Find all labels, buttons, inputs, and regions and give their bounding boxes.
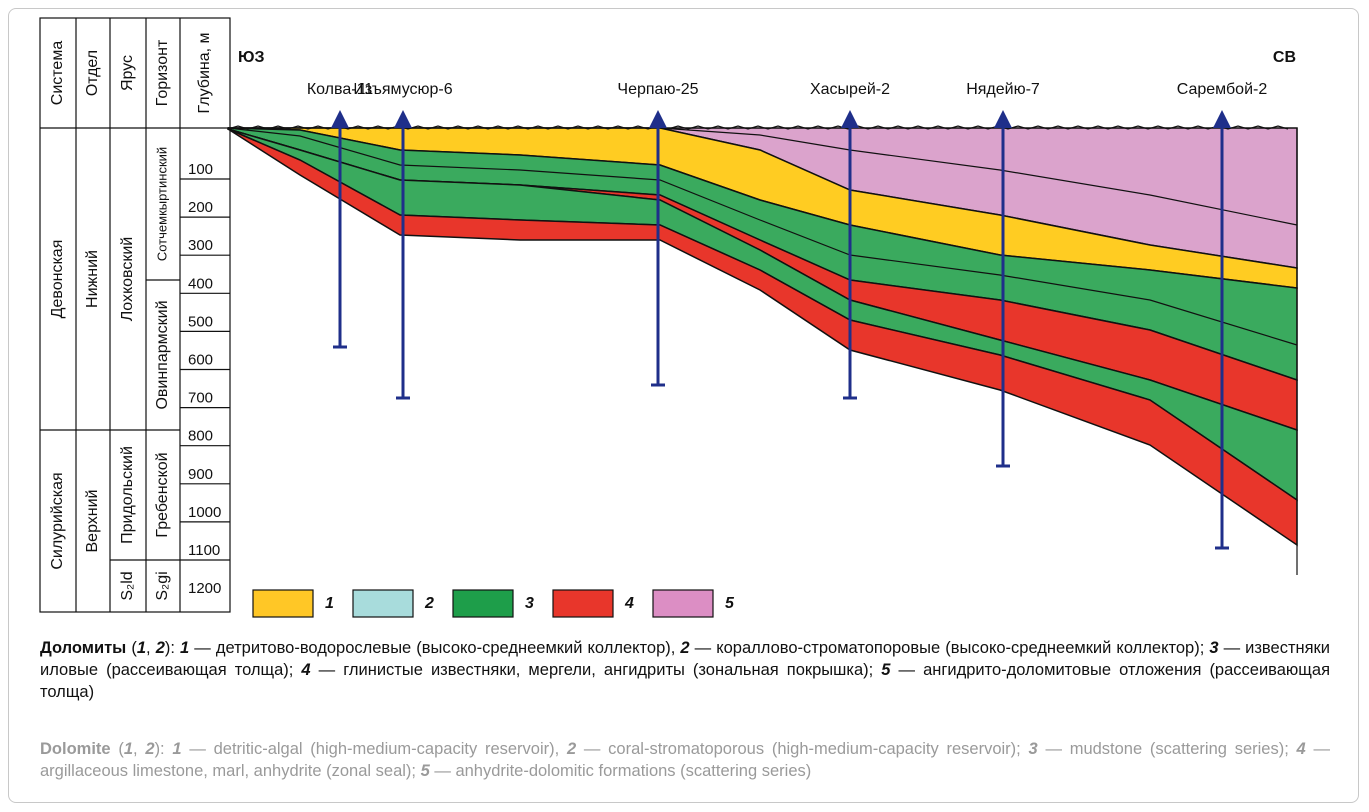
legend-label: 4 (624, 595, 634, 612)
horizon: Овинпармский (154, 300, 171, 409)
well-name: Нядейю-7 (966, 81, 1040, 98)
depth-label: 1000 (188, 504, 221, 521)
column-header: Ярус (119, 55, 136, 91)
caption-text: 3 (1209, 639, 1218, 657)
caption-text: 1 (180, 639, 189, 657)
caption-text: — anhydrite-dolomitic formations (scatte… (430, 762, 811, 780)
stage: S₂ld (119, 571, 136, 600)
column-header: Горизонт (154, 39, 171, 106)
legend-label: 3 (525, 595, 534, 612)
caption-text: 2 (145, 740, 154, 758)
stage: Придольский (119, 446, 136, 544)
depth-label: 600 (188, 351, 213, 368)
caption-text: 1 (124, 740, 133, 758)
system: Девонская (49, 240, 66, 319)
legend-swatch (253, 590, 313, 617)
caption-text: ): (155, 740, 173, 758)
well-head (649, 110, 667, 128)
caption-text: 2 (680, 639, 689, 657)
caption-en: Dolomite (1, 2): 1 — detritic-algal (hig… (40, 738, 1330, 782)
depth-label: 400 (188, 275, 213, 292)
direction: ЮЗ (238, 49, 265, 66)
legend-label: 1 (325, 595, 334, 612)
caption-text: , (133, 740, 145, 758)
column-header: Глубина, м (196, 32, 213, 113)
caption-text: Доломиты (40, 639, 126, 657)
legend-swatch (453, 590, 513, 617)
depth-label: 700 (188, 390, 213, 407)
stage: Лохковский (119, 237, 136, 322)
well-head (841, 110, 859, 128)
caption-text: — глинистые известняки, мергели, ангидри… (311, 661, 882, 679)
caption-text: 5 (421, 762, 430, 780)
page: Колва-11Изъямусюр-6Черпаю-25Хасырей-2Няд… (0, 0, 1369, 812)
legend-label: 2 (424, 595, 434, 612)
depth-label: 1200 (188, 580, 221, 597)
well-head (994, 110, 1012, 128)
caption-text: ( (111, 740, 124, 758)
well-name: Сарембой-2 (1177, 81, 1268, 98)
caption-text: Dolomite (40, 740, 111, 758)
caption-text: — detritic-algal (high-medium-capacity r… (182, 740, 567, 758)
legend-label: 5 (725, 595, 735, 612)
horizon: S₂gi (154, 571, 171, 600)
legend-swatch (653, 590, 713, 617)
column-header: Система (49, 41, 66, 106)
depth-label: 1100 (188, 542, 220, 559)
well-name: Хасырей-2 (810, 81, 890, 98)
depth-label: 900 (188, 466, 213, 483)
series: Верхний (84, 490, 101, 553)
system: Силурийская (49, 472, 66, 569)
series: Нижний (84, 250, 101, 308)
caption-text: ): (165, 639, 180, 657)
caption-text: , (146, 639, 156, 657)
caption-text: ( (126, 639, 137, 657)
depth-label: 200 (188, 199, 213, 216)
caption-text: 3 (1029, 740, 1038, 758)
column-header: Отдел (84, 50, 101, 96)
caption-text: 4 (301, 661, 310, 679)
caption-text: 4 (1297, 740, 1306, 758)
well-name: Черпаю-25 (617, 81, 698, 98)
depth-label: 800 (188, 428, 213, 445)
caption-text: — coral-stromatoporous (high-medium-capa… (576, 740, 1028, 758)
caption-text: 1 (172, 740, 181, 758)
caption-text: 1 (137, 639, 146, 657)
depth-label: 300 (188, 237, 213, 254)
caption-text: — кораллово-строматопоровые (высоко-сред… (690, 639, 1210, 657)
well-head (1213, 110, 1231, 128)
depth-label: 100 (188, 161, 213, 178)
well-name: Изъямусюр-6 (353, 81, 452, 98)
legend-swatch (353, 590, 413, 617)
caption-text: — mudstone (scattering series); (1038, 740, 1297, 758)
well-head (394, 110, 412, 128)
horizon: Сотчемкыртинский (154, 147, 169, 261)
caption-text: — детритово-водорослевые (высоко-среднее… (189, 639, 680, 657)
depth-label: 500 (188, 313, 213, 330)
horizon: Гребенской (154, 452, 171, 537)
caption-text: 2 (156, 639, 165, 657)
well-head (331, 110, 349, 128)
caption-ru: Доломиты (1, 2): 1 — детритово-водоросле… (40, 637, 1330, 703)
caption-text: 2 (567, 740, 576, 758)
legend-swatch (553, 590, 613, 617)
direction: СВ (1273, 49, 1296, 66)
